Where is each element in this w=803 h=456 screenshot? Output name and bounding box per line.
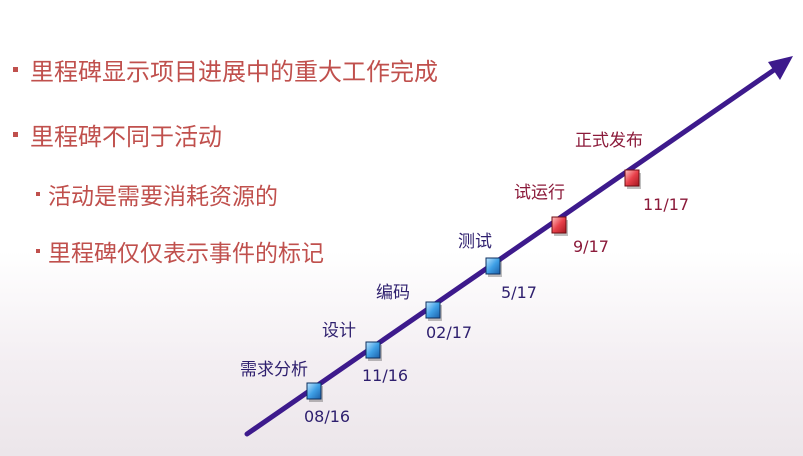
milestone-date-label: 5/17 bbox=[501, 283, 537, 302]
milestone-marker bbox=[485, 257, 501, 275]
milestone-5: 试运行 9/17 bbox=[514, 183, 609, 256]
milestone-2: 设计 11/16 bbox=[322, 321, 408, 385]
milestone-date-label: 11/16 bbox=[362, 366, 408, 385]
timeline-arrow bbox=[244, 56, 793, 437]
milestone-name-label: 需求分析 bbox=[240, 360, 308, 380]
sub-bullet-milestone-marker: 里程碑仅仅表示事件的标记 bbox=[36, 234, 324, 268]
sub-bullet-activity-resources: 活动是需要消耗资源的 bbox=[36, 177, 278, 211]
milestone-date-label: 9/17 bbox=[573, 237, 609, 256]
bullet-text: 里程碑不同于活动 bbox=[30, 123, 222, 151]
milestone-name-label: 测试 bbox=[458, 232, 492, 252]
bullet-milestone-vs-activity: 里程碑不同于活动 bbox=[13, 117, 222, 152]
bullet-marker bbox=[36, 192, 40, 196]
bullet-marker bbox=[13, 67, 18, 72]
milestone-marker bbox=[365, 341, 381, 359]
timeline-arrow-line bbox=[244, 67, 777, 437]
milestone-name-label: 试运行 bbox=[514, 183, 565, 203]
milestone-date-label: 11/17 bbox=[643, 195, 689, 214]
milestone-marker bbox=[306, 382, 322, 400]
milestone-3: 编码 02/17 bbox=[376, 283, 472, 342]
bullet-marker bbox=[13, 132, 18, 137]
milestone-6: 正式发布 11/17 bbox=[575, 131, 689, 214]
milestone-marker bbox=[624, 169, 640, 187]
milestone-4: 测试 5/17 bbox=[458, 232, 537, 302]
bullet-marker bbox=[36, 249, 40, 253]
timeline-arrow-head bbox=[768, 56, 793, 80]
milestone-name-label: 设计 bbox=[322, 321, 356, 341]
milestone-1: 需求分析 08/16 bbox=[240, 360, 350, 426]
bullet-text: 里程碑仅仅表示事件的标记 bbox=[48, 241, 324, 267]
milestone-marker bbox=[425, 301, 441, 319]
bullet-milestone-definition: 里程碑显示项目进展中的重大工作完成 bbox=[13, 52, 438, 87]
bullet-text: 活动是需要消耗资源的 bbox=[48, 184, 278, 210]
milestone-name-label: 正式发布 bbox=[575, 131, 643, 151]
milestone-date-label: 08/16 bbox=[304, 407, 350, 426]
milestone-name-label: 编码 bbox=[376, 283, 410, 303]
bullet-text: 里程碑显示项目进展中的重大工作完成 bbox=[30, 58, 438, 86]
milestone-marker bbox=[551, 216, 567, 234]
milestone-layer: 需求分析 08/16 设计 11/16 编码 02/17 测试 5/17 试运行 9/17 正式发布… bbox=[240, 131, 689, 426]
milestone-date-label: 02/17 bbox=[426, 323, 472, 342]
